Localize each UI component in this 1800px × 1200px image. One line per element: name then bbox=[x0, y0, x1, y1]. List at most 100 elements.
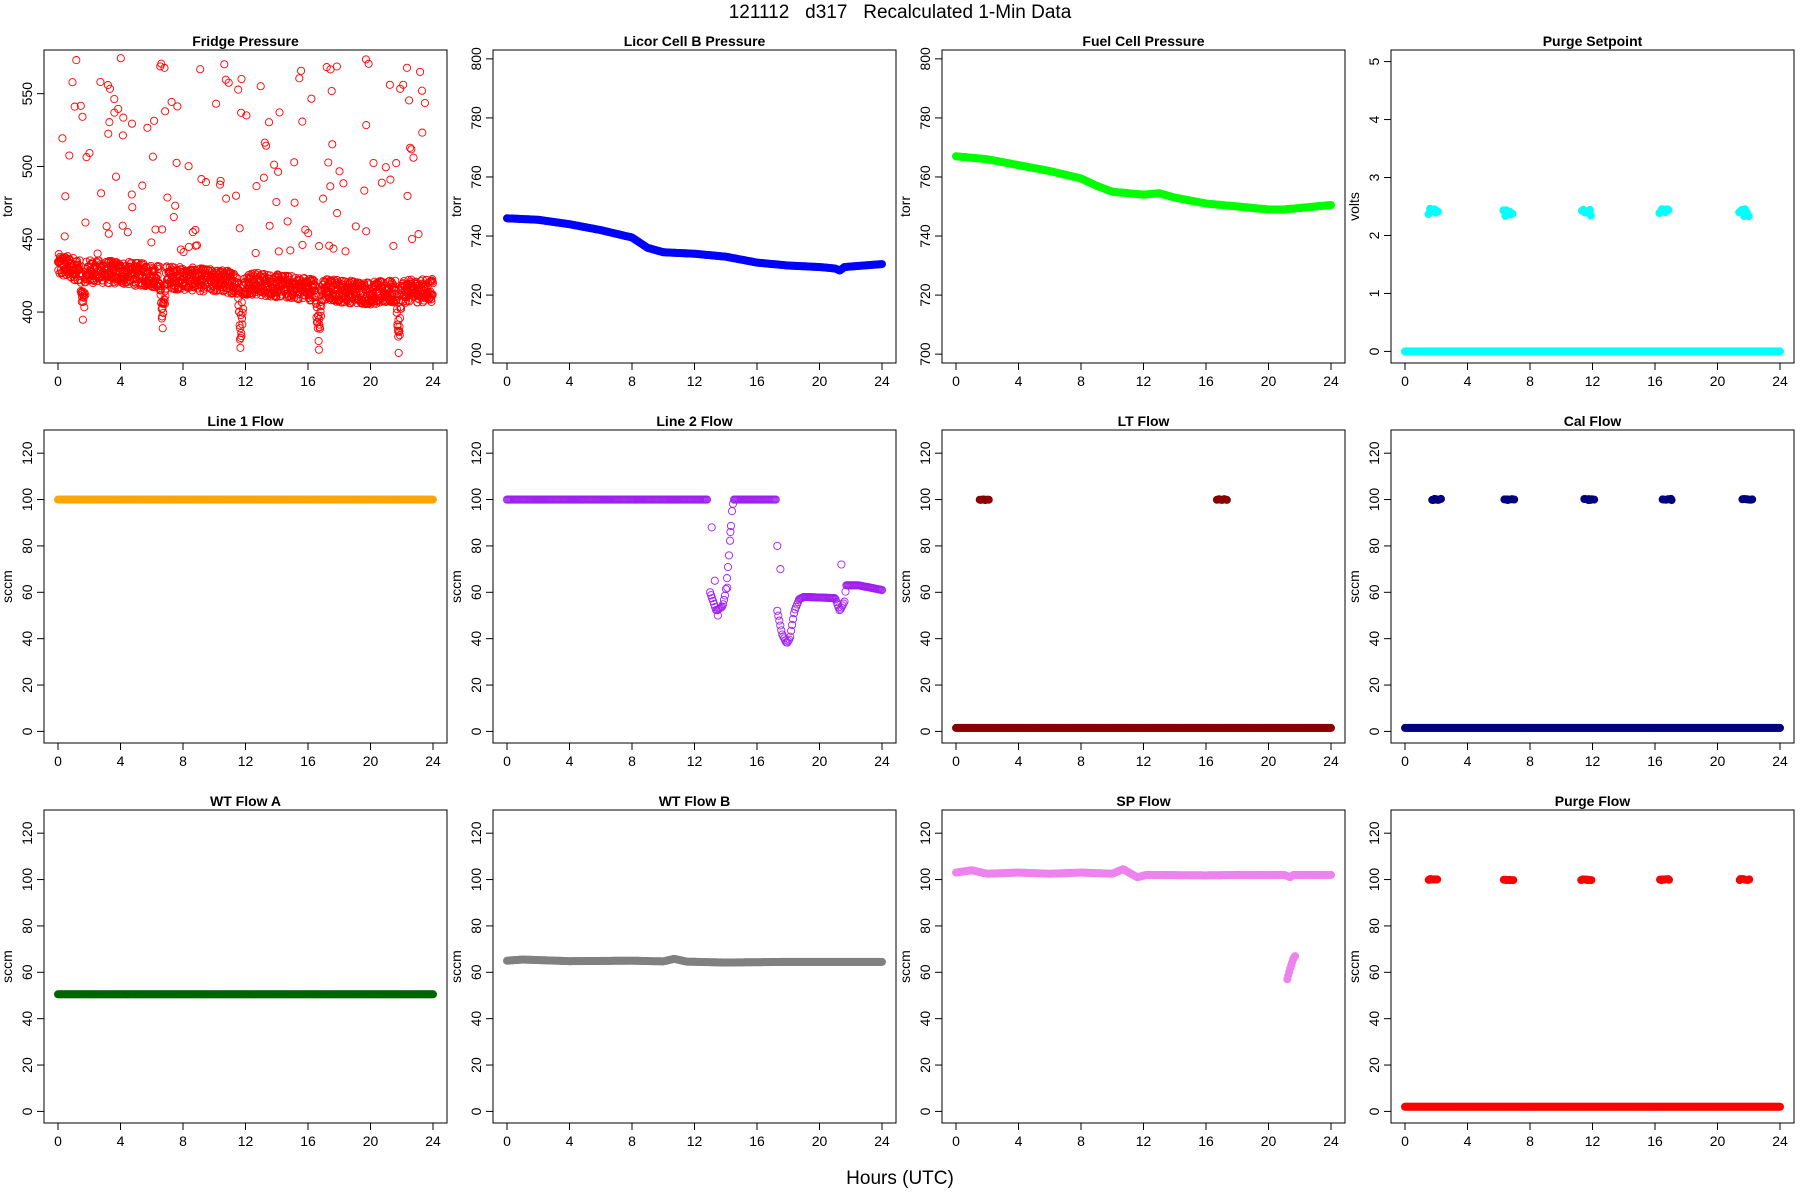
data-point bbox=[283, 272, 292, 281]
data-point bbox=[428, 275, 437, 284]
data-point bbox=[773, 606, 782, 615]
data-point bbox=[1776, 723, 1785, 732]
data-points bbox=[54, 990, 437, 999]
data-point bbox=[158, 324, 167, 333]
data-point bbox=[184, 162, 193, 171]
data-point bbox=[191, 241, 200, 250]
data-point bbox=[96, 77, 105, 87]
data-points bbox=[1401, 494, 1785, 732]
y-tick-label: 80 bbox=[19, 538, 35, 554]
panel-title: LT Flow bbox=[1118, 413, 1170, 429]
x-tick-label: 0 bbox=[503, 753, 511, 769]
y-axis-label: sccm bbox=[0, 570, 15, 603]
data-point bbox=[304, 229, 313, 238]
y-tick-label: 0 bbox=[917, 727, 933, 735]
data-point bbox=[830, 594, 839, 603]
data-point bbox=[176, 245, 185, 254]
plot-frame bbox=[43, 49, 448, 364]
y-tick-label: 0 bbox=[1366, 727, 1382, 735]
x-tick-label: 24 bbox=[1772, 373, 1788, 389]
data-point bbox=[417, 86, 427, 95]
data-point bbox=[1664, 205, 1673, 214]
data-points bbox=[53, 54, 438, 357]
data-point bbox=[1508, 209, 1517, 218]
y-tick-label: 20 bbox=[1366, 677, 1382, 693]
data-point bbox=[76, 269, 85, 278]
data-point bbox=[272, 292, 281, 301]
data-point bbox=[224, 78, 233, 87]
data-point bbox=[295, 74, 304, 83]
data-point bbox=[377, 178, 386, 187]
y-tick-label: 760 bbox=[468, 165, 484, 189]
data-point bbox=[719, 595, 729, 604]
data-point bbox=[262, 141, 271, 150]
data-point bbox=[418, 275, 427, 284]
data-point bbox=[1327, 723, 1336, 732]
x-tick-label: 16 bbox=[749, 373, 765, 389]
y-tick-label: 20 bbox=[917, 677, 933, 693]
data-point bbox=[837, 560, 846, 569]
data-point bbox=[314, 311, 323, 320]
data-point bbox=[315, 320, 324, 329]
x-tick-label: 12 bbox=[1585, 753, 1601, 769]
x-tick-label: 20 bbox=[1710, 373, 1726, 389]
y-tick-label: 40 bbox=[1366, 631, 1382, 647]
data-point bbox=[408, 234, 417, 244]
data-point bbox=[397, 304, 406, 313]
data-points bbox=[952, 152, 1336, 214]
data-point bbox=[713, 611, 722, 620]
data-point bbox=[68, 78, 77, 87]
y-tick-label: 120 bbox=[1366, 441, 1382, 465]
data-point bbox=[196, 65, 205, 74]
data-point bbox=[150, 116, 159, 125]
panel-title: Cal Flow bbox=[1564, 413, 1622, 429]
data-point bbox=[878, 260, 887, 269]
data-point bbox=[776, 565, 785, 574]
data-point bbox=[264, 118, 274, 127]
x-tick-label: 8 bbox=[179, 1133, 187, 1149]
plot-frame bbox=[492, 429, 897, 744]
data-point bbox=[316, 307, 325, 316]
data-point bbox=[395, 331, 404, 340]
data-point bbox=[726, 527, 735, 537]
data-point bbox=[395, 322, 404, 331]
data-point bbox=[85, 148, 94, 158]
data-point bbox=[1222, 495, 1231, 504]
data-point bbox=[788, 620, 797, 629]
y-tick-label: 400 bbox=[19, 300, 35, 324]
x-tick-label: 4 bbox=[566, 753, 574, 769]
data-point bbox=[297, 66, 306, 75]
data-point bbox=[720, 591, 730, 600]
data-point bbox=[167, 97, 176, 106]
x-tick-label: 16 bbox=[1647, 753, 1663, 769]
plot-frame bbox=[941, 429, 1346, 744]
panel-title: Licor Cell B Pressure bbox=[624, 33, 766, 49]
x-tick-label: 4 bbox=[566, 373, 574, 389]
plot-frame bbox=[1390, 429, 1795, 744]
data-point bbox=[235, 224, 244, 233]
panel-title: Line 1 Flow bbox=[207, 413, 283, 429]
y-tick-label: 1 bbox=[1366, 289, 1382, 297]
data-point bbox=[220, 60, 229, 69]
data-point bbox=[173, 102, 182, 111]
data-point bbox=[1667, 496, 1676, 505]
y-tick-label: 60 bbox=[917, 584, 933, 600]
data-point bbox=[81, 290, 90, 299]
data-point bbox=[775, 616, 784, 625]
data-point bbox=[780, 634, 789, 643]
data-point bbox=[103, 80, 112, 90]
data-point bbox=[327, 86, 336, 96]
data-point bbox=[274, 167, 283, 176]
data-point bbox=[416, 67, 425, 76]
data-point bbox=[104, 129, 113, 138]
data-point bbox=[721, 585, 731, 594]
data-point bbox=[270, 160, 279, 169]
data-point bbox=[839, 599, 848, 608]
data-point bbox=[329, 244, 338, 253]
data-point bbox=[111, 263, 120, 272]
x-tick-label: 24 bbox=[425, 753, 441, 769]
